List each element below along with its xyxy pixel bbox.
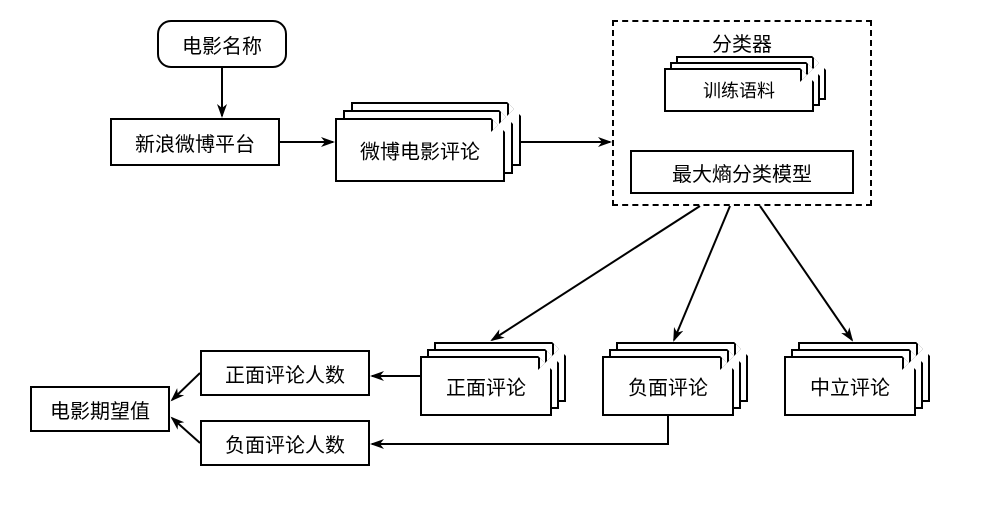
node-pos-count: 正面评论人数	[200, 350, 370, 396]
classifier-title: 分类器	[614, 28, 870, 57]
node-label: 电影期望值	[50, 395, 150, 424]
node-neg-count: 负面评论人数	[200, 420, 370, 466]
node-label: 正面评论人数	[225, 359, 345, 388]
node-maxent-model: 最大熵分类模型	[630, 150, 854, 194]
node-label: 正面评论	[422, 372, 550, 401]
node-label: 分类器	[712, 34, 772, 56]
node-label: 训练语料	[666, 77, 812, 103]
node-label: 负面评论人数	[225, 429, 345, 458]
node-label: 中立评论	[786, 372, 914, 401]
node-expectation: 电影期望值	[30, 386, 170, 432]
node-label: 电影名称	[182, 30, 262, 59]
node-training-corpus: 训练语料	[664, 56, 830, 116]
node-label: 微博电影评论	[337, 136, 503, 165]
node-weibo-reviews: 微博电影评论	[335, 102, 521, 182]
node-label: 负面评论	[604, 372, 732, 401]
node-neu-reviews: 中立评论	[784, 342, 932, 420]
node-weibo-platform: 新浪微博平台	[110, 118, 280, 166]
node-pos-reviews: 正面评论	[420, 342, 568, 420]
node-label: 新浪微博平台	[135, 128, 255, 157]
node-label: 最大熵分类模型	[672, 158, 812, 187]
flowchart-canvas: 电影名称 新浪微博平台 微博电影评论 分类器 训练语料 最大熵分类模型 正面评论	[0, 0, 1000, 510]
node-neg-reviews: 负面评论	[602, 342, 750, 420]
node-movie-name: 电影名称	[157, 20, 287, 68]
